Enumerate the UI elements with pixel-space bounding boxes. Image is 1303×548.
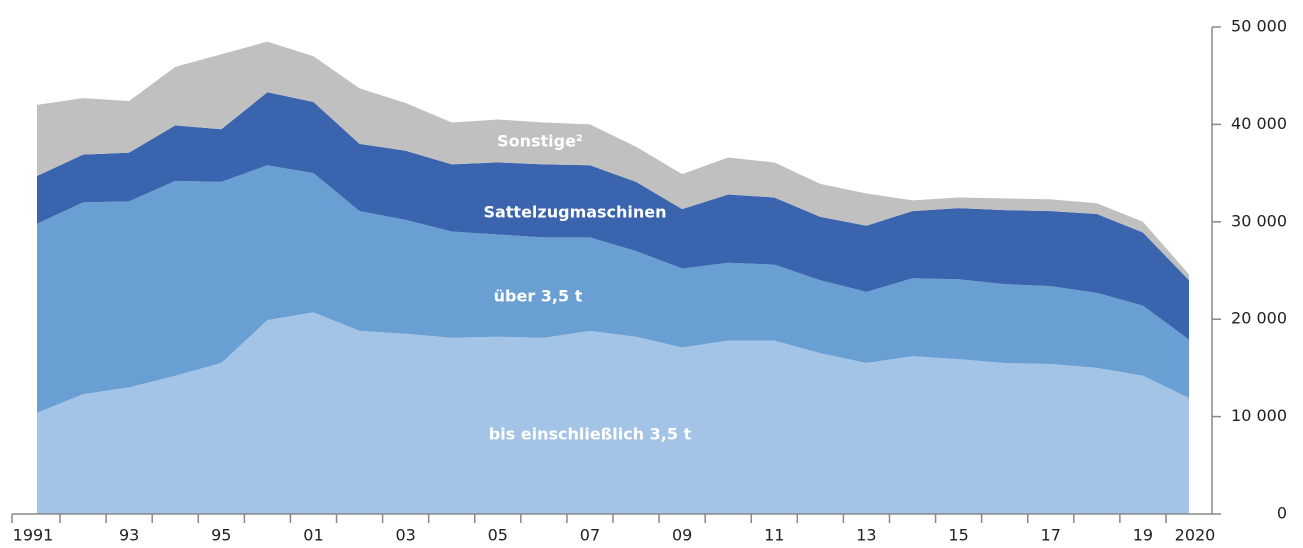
x-tick-label: 15 [948, 526, 968, 545]
x-tick-label: 17 [1041, 526, 1061, 545]
y-tick-label: 10 000 [1231, 406, 1287, 425]
x-tick-label: 13 [856, 526, 876, 545]
x-tick-label: 11 [764, 526, 784, 545]
x-tick-label: 07 [580, 526, 600, 545]
y-tick-label: 50 000 [1231, 17, 1287, 36]
x-tick-label: 93 [119, 526, 139, 545]
area [37, 312, 1189, 514]
series-label: Sattelzugmaschinen [483, 203, 666, 222]
x-tick-label: 19 [1133, 526, 1153, 545]
x-tick-label: 01 [303, 526, 323, 545]
x-tick-label: 2020 [1175, 526, 1216, 545]
area [37, 165, 1189, 413]
area [37, 92, 1189, 340]
x-tick-label: 09 [672, 526, 692, 545]
y-tick-label: 0 [1277, 504, 1287, 523]
x-tick-label: 95 [211, 526, 231, 545]
y-tick-label: 40 000 [1231, 114, 1287, 133]
area [37, 41, 1189, 281]
series-label: Sonstige² [497, 132, 583, 151]
y-tick-label: 30 000 [1231, 211, 1287, 230]
series-label: über 3,5 t [494, 287, 583, 306]
x-tick-label: 1991 [13, 526, 54, 545]
x-tick-label: 05 [488, 526, 508, 545]
y-tick-label: 20 000 [1231, 309, 1287, 328]
x-tick-label: 03 [395, 526, 415, 545]
series-label: bis einschließlich 3,5 t [489, 425, 692, 444]
